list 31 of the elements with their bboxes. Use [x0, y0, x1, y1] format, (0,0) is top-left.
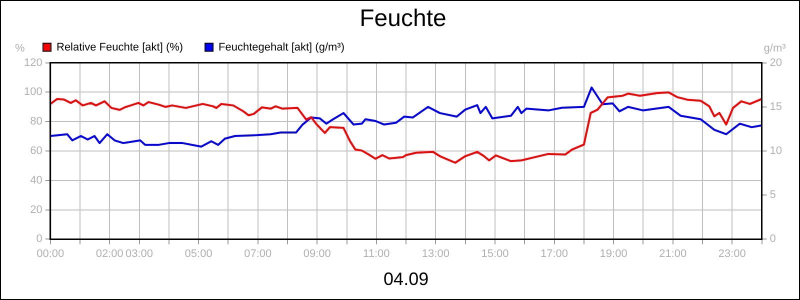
x-tick-label: 15:00 — [481, 248, 509, 260]
y-axis-title: % — [15, 42, 25, 54]
x-tick-label: 07:00 — [244, 248, 272, 260]
x-tick-label: 03:00 — [126, 248, 154, 260]
x-tick-label: 13:00 — [422, 248, 450, 260]
y2-tick-label: 20 — [770, 56, 782, 69]
y2-tick-label: 5 — [770, 189, 776, 202]
y-tick-label: 60 — [30, 145, 42, 158]
y-tick-label: 80 — [30, 116, 42, 128]
x-tick-label: 11:00 — [363, 248, 390, 260]
y2-tick-label: 0 — [770, 233, 776, 246]
y-tick-label: 100 — [24, 86, 42, 98]
y-tick-label: 0 — [36, 233, 42, 246]
legend-label: Feuchtegehalt [akt] (g/m³) — [218, 41, 344, 54]
x-tick-label: 23:00 — [718, 248, 746, 260]
x-tick-label: 19:00 — [600, 248, 628, 260]
y2-tick-label: 15 — [770, 100, 782, 113]
legend-label: Relative Feuchte [akt] (%) — [56, 41, 184, 54]
x-tick-label: 21:00 — [659, 248, 687, 260]
chart-title: Feuchte — [360, 5, 446, 32]
x-tick-label: 02:00 — [96, 248, 124, 260]
x-axis-title: 04.09 — [384, 269, 429, 290]
y2-tick-label: 10 — [770, 145, 782, 158]
y-tick-label: 40 — [30, 174, 42, 186]
x-tick-label: 05:00 — [184, 248, 212, 260]
y2-axis-title: g/m³ — [764, 42, 786, 54]
x-tick-label: 00:00 — [36, 248, 64, 260]
y-tick-label: 20 — [30, 204, 42, 216]
x-tick-label: 17:00 — [540, 248, 568, 260]
y-tick-label: 120 — [24, 56, 42, 69]
x-tick-label: 09:00 — [303, 248, 331, 260]
